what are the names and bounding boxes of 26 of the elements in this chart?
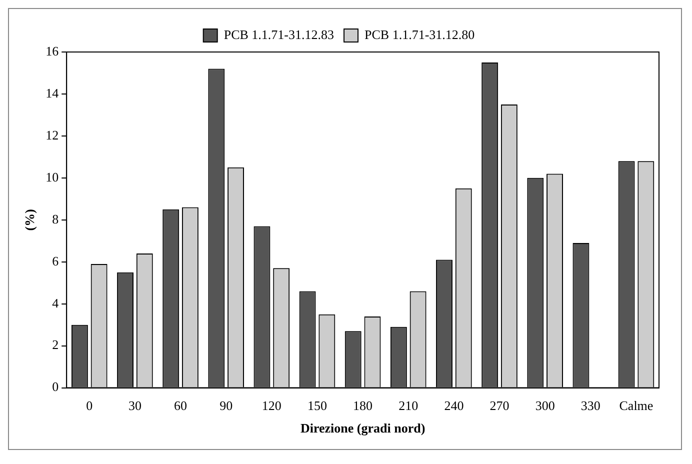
y-tick-label: 0 <box>52 379 59 394</box>
y-tick-label: 2 <box>52 337 59 352</box>
x-tick-label: 0 <box>86 398 93 414</box>
x-tick-label: 210 <box>398 398 418 414</box>
y-tick-label: 6 <box>52 253 60 268</box>
y-tick-label: 12 <box>46 127 59 142</box>
x-axis-title: Direzione (gradi nord) <box>300 420 426 436</box>
x-tick-label: Calme <box>619 398 654 414</box>
x-tick-label: 330 <box>580 398 600 414</box>
x-tick-label: 120 <box>262 398 282 414</box>
y-tick-label: 16 <box>46 43 60 58</box>
y-tick-label: 10 <box>46 169 59 184</box>
y-tick-label: 4 <box>52 295 60 310</box>
x-tick-label: 270 <box>490 398 510 414</box>
x-tick-label: 30 <box>128 398 142 414</box>
y-tick-label: 8 <box>52 211 59 226</box>
legend-label: PCB 1.1.71-31.12.80 <box>364 26 475 42</box>
legend-label: PCB 1.1.71-31.12.83 <box>224 26 334 42</box>
x-tick-label: 180 <box>353 398 373 414</box>
x-tick-label: 150 <box>307 398 327 414</box>
y-axis-title: (%) <box>22 209 38 231</box>
y-tick-label: 14 <box>46 85 60 100</box>
x-tick-label: 60 <box>174 398 188 414</box>
x-tick-label: 90 <box>220 398 233 414</box>
x-tick-label: 240 <box>444 398 464 414</box>
x-tick-label: 300 <box>535 398 555 414</box>
